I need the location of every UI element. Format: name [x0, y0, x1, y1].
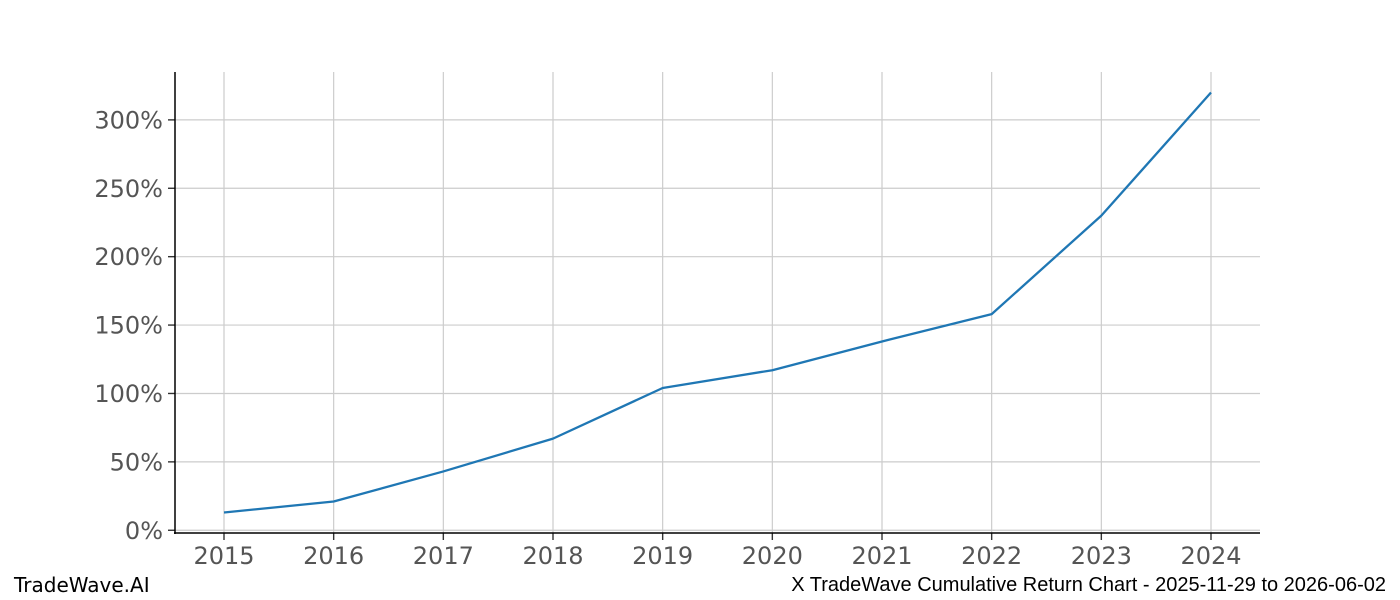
x-tick-label: 2017 [413, 542, 474, 570]
watermark-brand: TradeWave.AI [14, 573, 150, 597]
y-tick-label: 150% [94, 312, 163, 340]
x-tick-label: 2019 [632, 542, 693, 570]
chart-caption: X TradeWave Cumulative Return Chart - 20… [791, 574, 1386, 596]
y-tick-label: 50% [110, 448, 163, 476]
x-tick-label: 2016 [303, 542, 364, 570]
x-tick-label: 2018 [522, 542, 583, 570]
return-line-series [223, 91, 1212, 514]
x-tick-label: 2021 [851, 542, 912, 570]
x-tick-label: 2024 [1180, 542, 1241, 570]
x-tick-label: 2023 [1071, 542, 1132, 570]
y-tick-label: 300% [94, 106, 163, 134]
x-tick-label: 2015 [193, 542, 254, 570]
y-tick-label: 100% [94, 380, 163, 408]
y-tick-label: 0% [125, 517, 163, 545]
x-tick-label: 2020 [742, 542, 803, 570]
x-tick-label: 2022 [961, 542, 1022, 570]
y-tick-label: 250% [94, 175, 163, 203]
y-tick-label: 200% [94, 243, 163, 271]
